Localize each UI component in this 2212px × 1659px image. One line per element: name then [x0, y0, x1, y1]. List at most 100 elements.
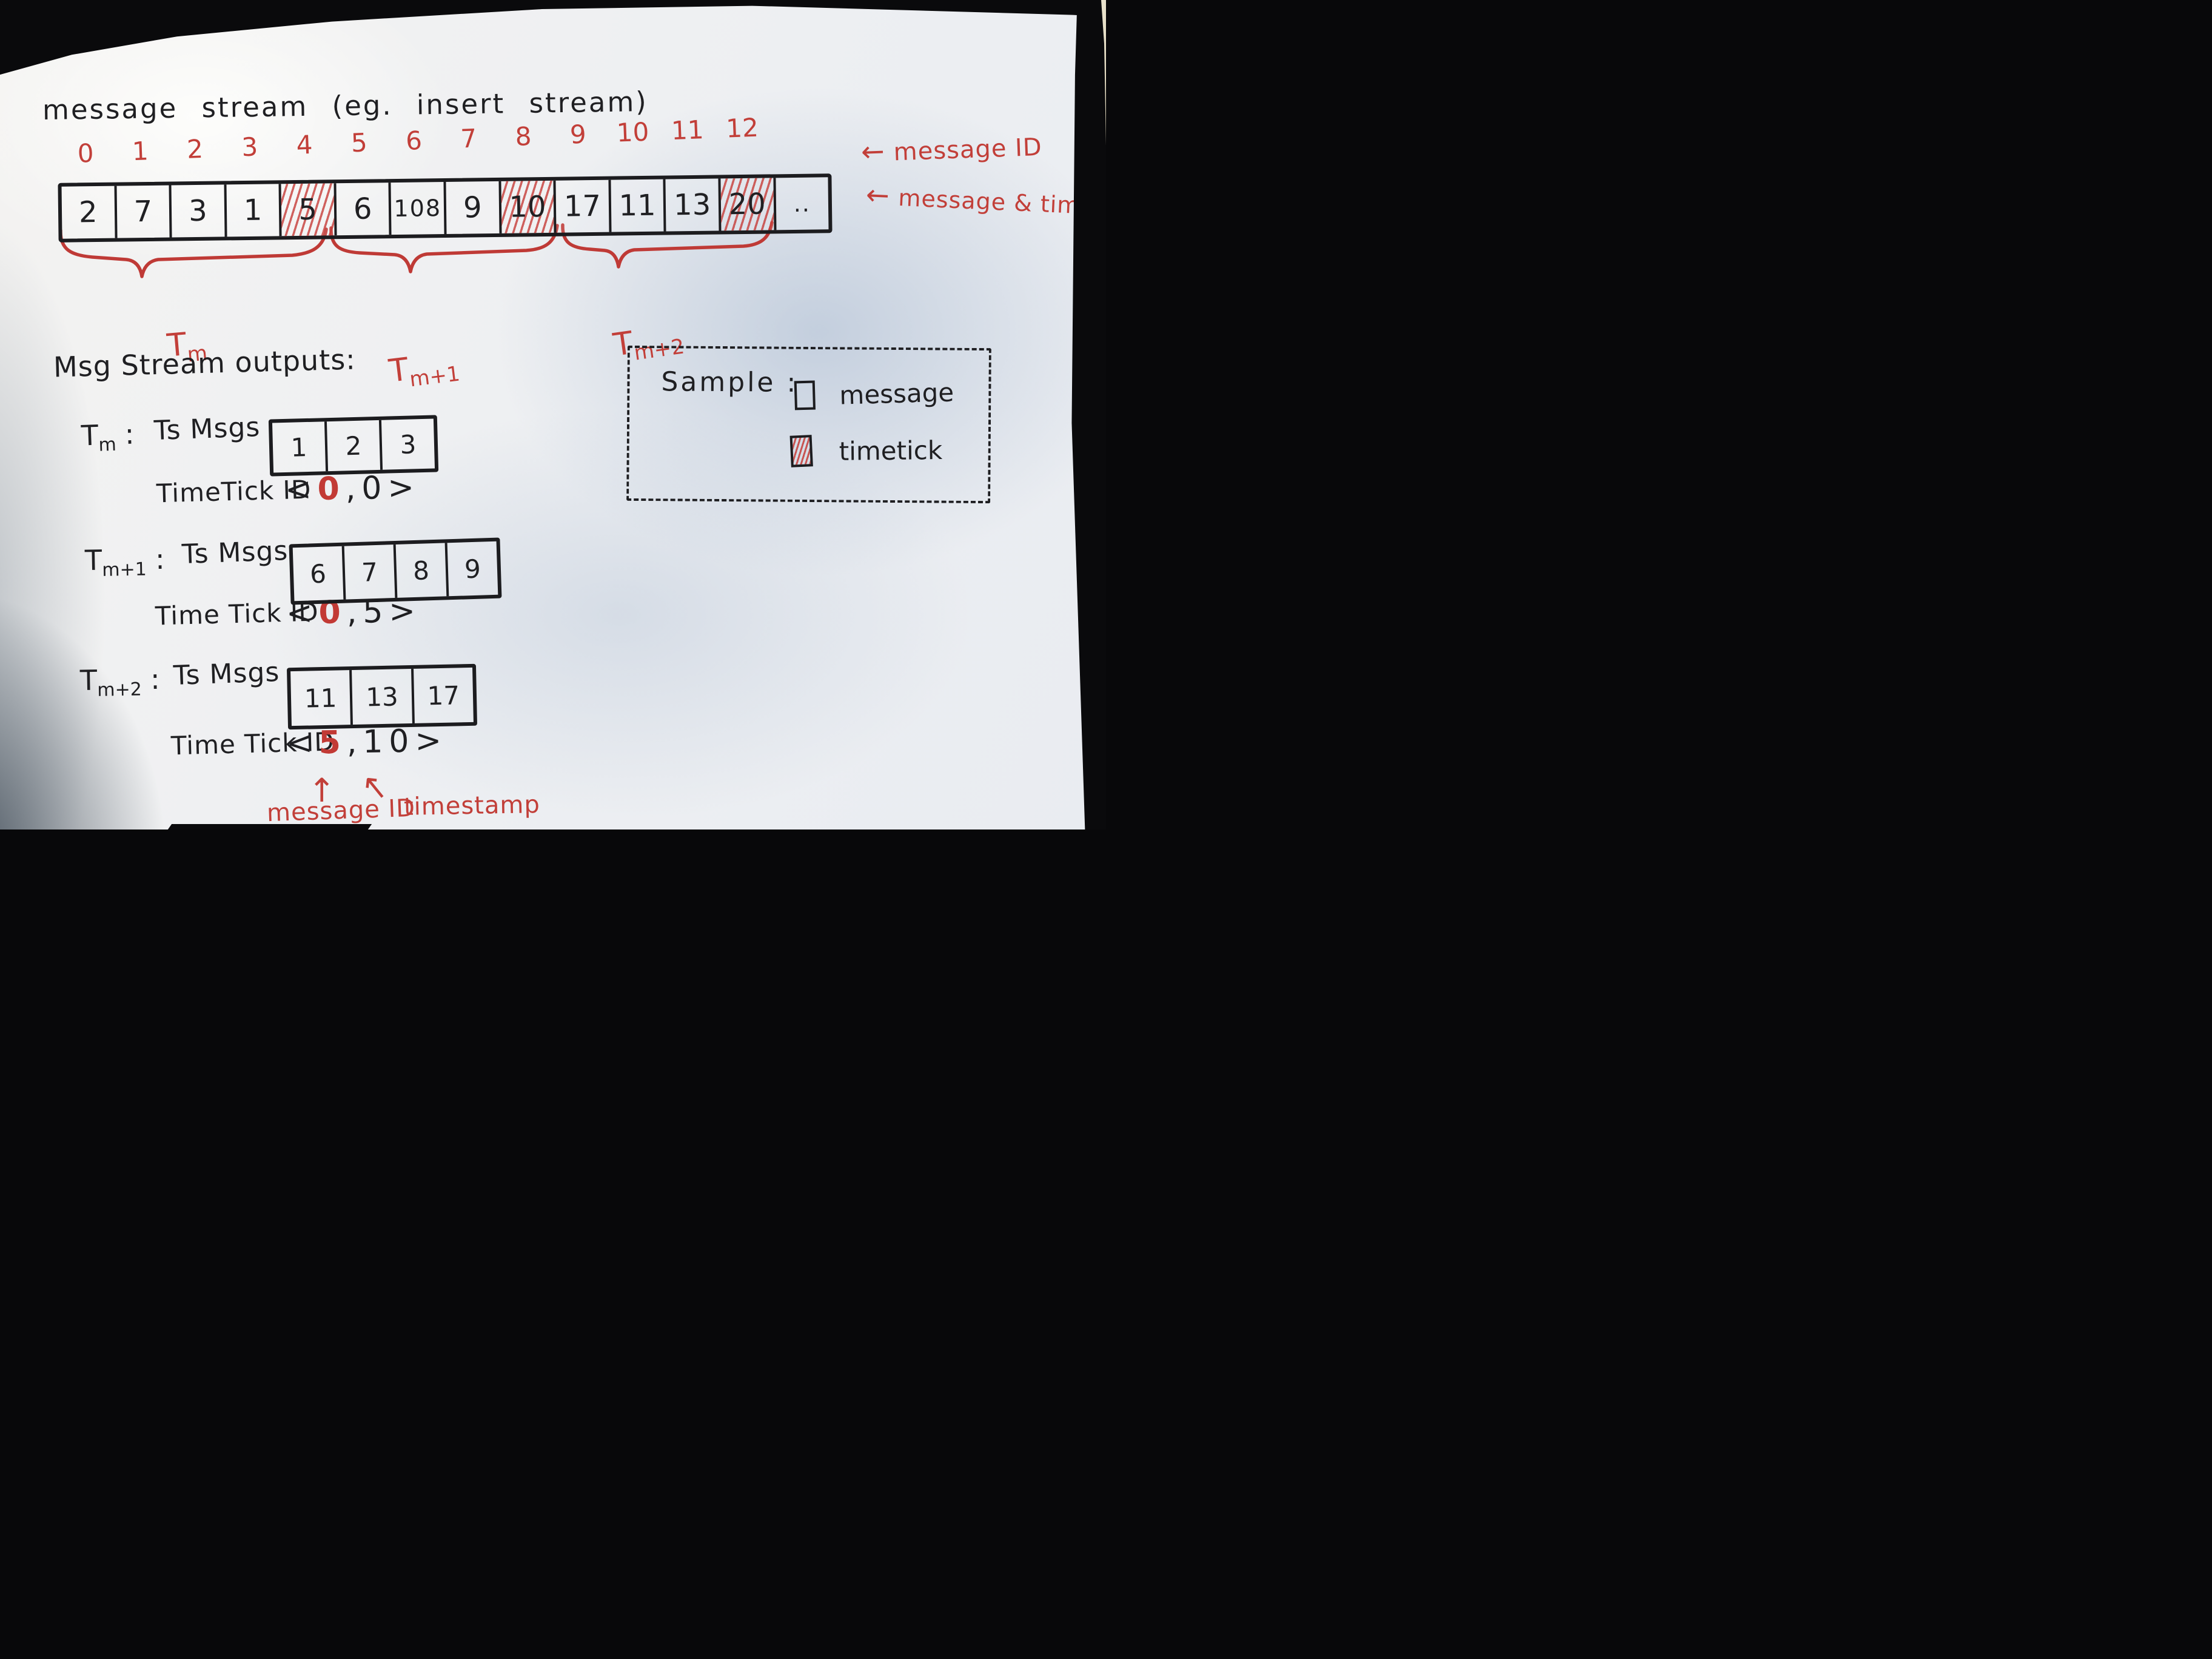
cell-value: 2 — [344, 431, 362, 461]
legend-box: Sample : message timetick — [626, 345, 991, 504]
msgs-cell: 13 — [352, 668, 415, 725]
colon: : — [150, 662, 161, 696]
cell-value: 17 — [427, 680, 460, 711]
message-stream-box: 2 7 3 1 5 6 108 9 10 17 11 13 20 .. — [58, 173, 833, 243]
index-label: 12 — [725, 112, 759, 144]
msgs-cell: 2 — [326, 420, 383, 472]
index-label: 4 — [295, 129, 313, 160]
tuple-timestamp: 0 — [361, 469, 388, 507]
row-name-base: T — [84, 543, 102, 577]
photo-of-paper-notes: message stream (eg. insert stream) 0 1 2… — [0, 0, 1106, 830]
row-name-sub: m+1 — [102, 558, 147, 581]
left-arrow-icon: ← — [865, 178, 891, 212]
angle-close: > — [387, 469, 421, 506]
index-label: 1 — [132, 136, 149, 167]
ts-msgs-box-m1: 6 7 8 9 — [289, 537, 502, 605]
paper-background — [0, 0, 1106, 830]
ts-msgs-label: Ts Msgs — [173, 656, 281, 692]
cell-value: 2 — [78, 195, 98, 230]
cell-value: 7 — [133, 194, 153, 229]
cell-value: 1 — [290, 432, 308, 463]
cell-value: .. — [793, 190, 811, 217]
msgs-cell: 6 — [292, 546, 346, 602]
stream-cell: 11 — [611, 179, 666, 232]
msgs-cell: 8 — [395, 543, 449, 598]
stream-cell: 6 — [336, 183, 392, 236]
window-label-m1: Tm+1 — [387, 345, 461, 394]
msgs-cell: 9 — [447, 541, 498, 597]
left-arrow-icon: ← — [860, 134, 886, 169]
cell-value: 11 — [304, 683, 337, 714]
stream-cell-timetick: 20 — [720, 178, 777, 231]
stream-cell: 2 — [61, 186, 118, 239]
tuple-timestamp: 10 — [362, 723, 415, 761]
cell-value: 8 — [412, 555, 430, 586]
angle-open: < — [284, 471, 318, 508]
index-label: 9 — [569, 119, 587, 150]
msgs-cell: 7 — [344, 544, 398, 600]
cell-value: 3 — [399, 429, 417, 460]
row-name-sub: m+2 — [97, 679, 142, 701]
timetick-symbol — [789, 435, 813, 468]
row-name-base: T — [79, 663, 98, 697]
cell-value: 10 — [509, 189, 546, 224]
tuple-message-id: 5 — [318, 724, 347, 762]
row-name-base: T — [80, 418, 99, 452]
legend-title: Sample : — [661, 366, 799, 398]
index-label: 2 — [186, 133, 204, 164]
colon: : — [124, 417, 135, 451]
cell-value: 3 — [188, 193, 208, 229]
annotation-message-id: ← message ID — [860, 129, 1042, 168]
ts-msgs-label: Ts Msgs — [153, 411, 261, 447]
ts-msgs-label: Ts Msgs — [181, 535, 289, 571]
legend-item-message: message — [839, 377, 954, 411]
angle-open: < — [286, 725, 320, 762]
cell-value: 13 — [673, 187, 711, 223]
stream-cell: 108 — [390, 181, 447, 235]
index-label: 11 — [671, 115, 705, 146]
stream-cell: 9 — [446, 181, 502, 234]
cell-value: 108 — [394, 195, 442, 223]
message-symbol — [794, 380, 816, 411]
stream-cell: 17 — [555, 179, 612, 233]
msgs-cell: 3 — [381, 419, 435, 470]
tuple-message-id: 0 — [317, 471, 346, 508]
index-label: 3 — [241, 132, 259, 163]
colon: : — [155, 542, 166, 576]
cell-value: 6 — [353, 192, 372, 226]
cell-value: 20 — [728, 187, 766, 222]
cell-value: 9 — [464, 554, 481, 584]
ts-msgs-box-m2: 11 13 17 — [286, 663, 478, 730]
comma: , — [346, 724, 363, 761]
cell-value: 9 — [463, 190, 482, 225]
stream-cell-timetick: 5 — [281, 183, 337, 236]
msgs-cell: 11 — [290, 670, 354, 726]
cell-value: 1 — [243, 193, 263, 228]
legend-item-timetick: timetick — [839, 435, 943, 466]
index-label: 5 — [350, 127, 368, 158]
stream-cell-ellipsis: .. — [776, 177, 829, 230]
pointer-label-timestamp: timestamp — [403, 791, 541, 821]
cell-value: 17 — [563, 189, 602, 224]
stream-cell: 3 — [171, 184, 227, 238]
cell-value: 6 — [309, 558, 327, 589]
comma: , — [345, 470, 362, 508]
stream-cell: 7 — [116, 185, 172, 238]
index-label: 7 — [460, 123, 478, 154]
stream-cell: 1 — [226, 184, 282, 237]
msgs-cell: 1 — [272, 421, 329, 473]
msgs-cell: 17 — [414, 668, 474, 723]
up-arrow-icon: ↑ — [308, 771, 336, 809]
photo-edge-bottom — [167, 824, 372, 830]
stream-cell: 13 — [665, 178, 722, 232]
angle-close: > — [414, 722, 448, 760]
index-label: 6 — [405, 125, 423, 156]
cell-value: 5 — [298, 192, 318, 227]
cell-value: 11 — [618, 188, 656, 223]
index-label: 10 — [615, 116, 650, 148]
row-name-sub: m — [98, 434, 117, 456]
pointer-label-message-id: message ID — [266, 794, 416, 828]
output-row-name-m1: Tm+1 : — [84, 543, 165, 581]
index-label: 8 — [514, 121, 532, 152]
index-label: 0 — [76, 138, 95, 169]
